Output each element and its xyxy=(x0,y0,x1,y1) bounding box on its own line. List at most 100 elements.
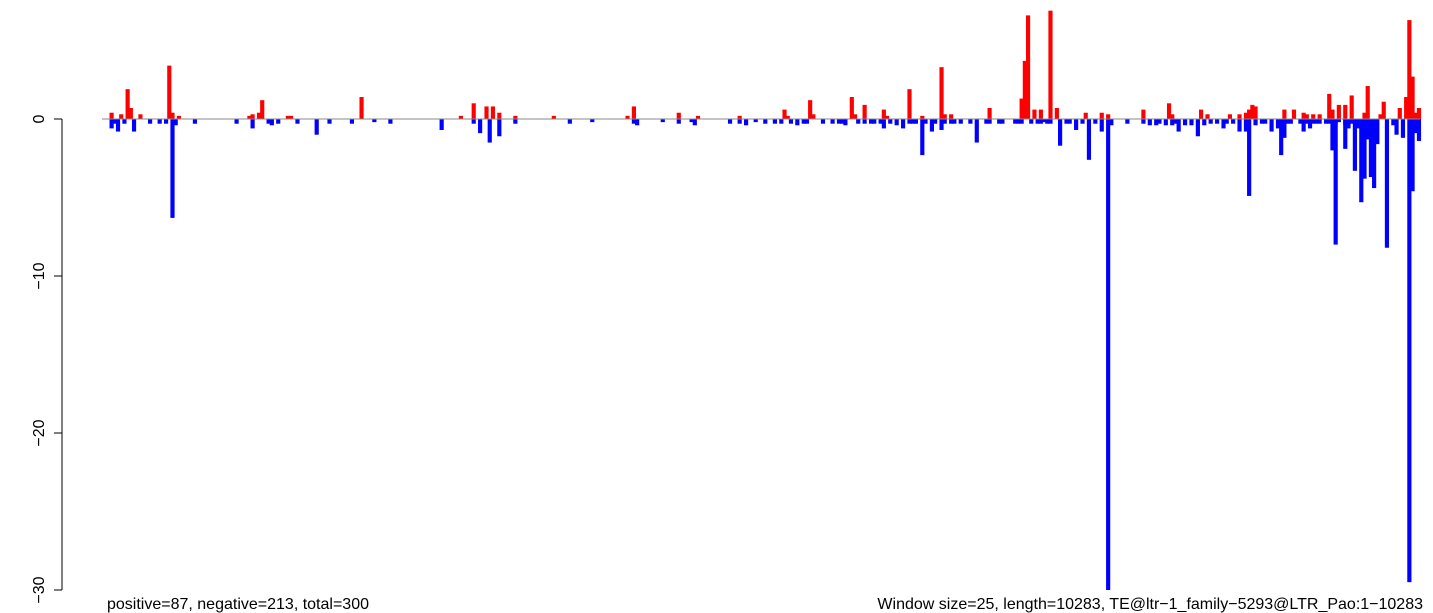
negative-bar xyxy=(840,119,845,124)
positive-bar xyxy=(1199,109,1204,119)
positive-bar xyxy=(1410,76,1415,119)
positive-bar xyxy=(1282,109,1287,119)
negative-bar xyxy=(1106,119,1111,590)
negative-bar xyxy=(1125,119,1130,124)
negative-bar xyxy=(295,119,300,124)
negative-bar xyxy=(1279,119,1284,156)
negative-bar xyxy=(1099,119,1104,132)
positive-bar xyxy=(1404,97,1409,119)
negative-bar xyxy=(901,119,906,129)
positive-bar xyxy=(176,115,181,119)
negative-bar xyxy=(1163,119,1168,126)
negative-bar xyxy=(567,119,572,124)
positive-bar xyxy=(109,112,114,119)
negative-bar xyxy=(952,119,957,124)
positive-bar xyxy=(1381,101,1386,119)
positive-bar xyxy=(1083,112,1088,119)
positive-bar xyxy=(1330,109,1335,119)
positive-bar xyxy=(695,115,701,119)
negative-bar xyxy=(327,119,332,124)
negative-bar xyxy=(737,119,742,124)
negative-bar xyxy=(1221,119,1226,129)
negative-bar xyxy=(727,119,733,124)
negative-bar xyxy=(1394,119,1399,135)
negative-bar xyxy=(164,119,169,124)
negative-bar xyxy=(949,119,954,124)
positive-bar xyxy=(551,115,556,119)
negative-bar xyxy=(968,119,973,124)
positive-bar xyxy=(1362,112,1367,119)
negative-bar xyxy=(1048,119,1053,124)
negative-bar xyxy=(1067,119,1072,124)
positive-bar xyxy=(849,97,854,119)
positive-bar xyxy=(1054,108,1059,119)
negative-bar xyxy=(801,119,806,124)
negative-bar xyxy=(1173,119,1178,124)
negative-bar xyxy=(269,119,274,126)
positive-bar xyxy=(625,115,630,119)
positive-bar xyxy=(1349,95,1354,119)
negative-bar xyxy=(250,119,255,129)
positive-bar xyxy=(1237,114,1242,119)
negative-bar xyxy=(388,119,393,124)
positive-bar xyxy=(1253,106,1258,119)
negative-bar xyxy=(929,119,935,132)
positive-bar xyxy=(285,115,290,119)
negative-bar xyxy=(1263,119,1268,124)
negative-bar xyxy=(1400,119,1406,138)
negative-bar xyxy=(1384,119,1390,248)
negative-bar xyxy=(1416,119,1422,141)
negative-bar xyxy=(1343,119,1348,149)
negative-bar xyxy=(1285,119,1290,124)
negative-bar xyxy=(170,119,175,218)
negative-bar xyxy=(1141,119,1146,124)
positive-bar xyxy=(250,114,255,119)
negative-bar xyxy=(862,119,867,124)
negative-bar xyxy=(788,119,794,124)
bottom-left-note: positive=87, negative=213, total=300 xyxy=(107,596,369,613)
negative-bar xyxy=(1189,119,1194,126)
positive-bar xyxy=(676,112,681,119)
negative-bar xyxy=(1035,119,1040,124)
positive-bar xyxy=(490,106,496,119)
negative-bar xyxy=(689,119,694,123)
positive-bar xyxy=(170,112,175,119)
negative-bar xyxy=(779,119,784,124)
negative-bar xyxy=(974,119,979,143)
negative-bar xyxy=(173,119,178,126)
negative-bar xyxy=(1407,119,1412,583)
negative-bar xyxy=(314,119,319,135)
negative-bar xyxy=(910,119,915,124)
negative-bar xyxy=(820,119,826,124)
positive-bar xyxy=(1099,112,1104,119)
positive-bar xyxy=(811,114,816,119)
negative-bar xyxy=(795,119,800,126)
negative-bar xyxy=(1259,119,1265,124)
positive-bar xyxy=(1416,108,1422,119)
bars-group xyxy=(109,10,1422,590)
negative-bar xyxy=(1368,119,1373,178)
negative-bar xyxy=(1074,119,1079,130)
negative-bar xyxy=(112,119,117,124)
negative-bar xyxy=(1170,119,1175,126)
negative-bar xyxy=(1208,119,1213,124)
negative-bar xyxy=(997,119,1002,124)
y-tick-label: −30 xyxy=(31,576,48,603)
positive-bar xyxy=(1166,103,1172,119)
negative-bar xyxy=(372,119,377,123)
negative-bar xyxy=(1109,119,1114,126)
negative-bar xyxy=(497,119,502,137)
negative-bar xyxy=(471,119,476,124)
negative-bar xyxy=(772,119,777,124)
negative-bar xyxy=(1247,119,1252,196)
positive-bar xyxy=(288,115,294,119)
negative-bar xyxy=(234,119,239,124)
negative-bar xyxy=(1029,119,1034,124)
positive-bar xyxy=(167,65,172,119)
negative-bar xyxy=(276,119,281,124)
negative-bar xyxy=(1282,119,1287,138)
positive-bar xyxy=(939,67,944,119)
negative-bar xyxy=(1304,119,1309,124)
negative-bar xyxy=(881,119,886,129)
positive-bar xyxy=(513,115,518,119)
